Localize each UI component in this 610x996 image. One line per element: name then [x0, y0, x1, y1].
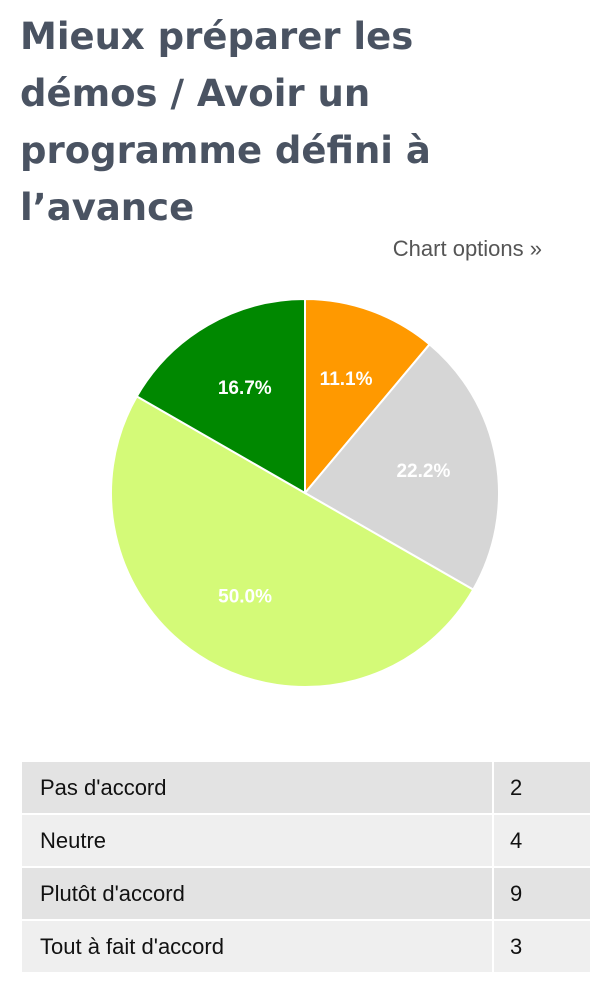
answer-cell: Neutre [20, 813, 494, 868]
pie-slice [303, 342, 500, 592]
table-row: Tout à fait d'accord 3 [20, 919, 592, 974]
pie-slice [304, 297, 432, 496]
results-table: Pas d'accord 2 Neutre 4 Plutôt d'accord 9 Tout… [20, 760, 592, 974]
table-row: Neutre 4 [20, 813, 592, 868]
pie-slice [110, 394, 475, 688]
pie-slice [135, 297, 306, 495]
count-cell: 9 [492, 866, 592, 921]
slice-label: 16.7% [218, 378, 272, 399]
slice-label: 11.1% [320, 369, 373, 390]
answer-cell: Tout à fait d'accord [20, 919, 494, 974]
slice-label: 50.0% [218, 586, 272, 607]
count-cell: 3 [492, 919, 592, 974]
table-row: Plutôt d'accord 9 [20, 866, 592, 921]
table-row: Pas d'accord 2 [20, 760, 592, 815]
slice-label: 22.2% [396, 461, 450, 482]
answer-cell: Pas d'accord [20, 760, 494, 815]
count-cell: 2 [492, 760, 592, 815]
chart-options-link[interactable]: Chart options » [392, 236, 542, 261]
answer-cell: Plutôt d'accord [20, 866, 494, 921]
pie-chart: 11.1% 22.2% 50.0% 16.7% [110, 297, 500, 688]
title: Mieux préparer les démos / Avoir un prog… [20, 15, 431, 229]
count-cell: 4 [492, 813, 592, 868]
